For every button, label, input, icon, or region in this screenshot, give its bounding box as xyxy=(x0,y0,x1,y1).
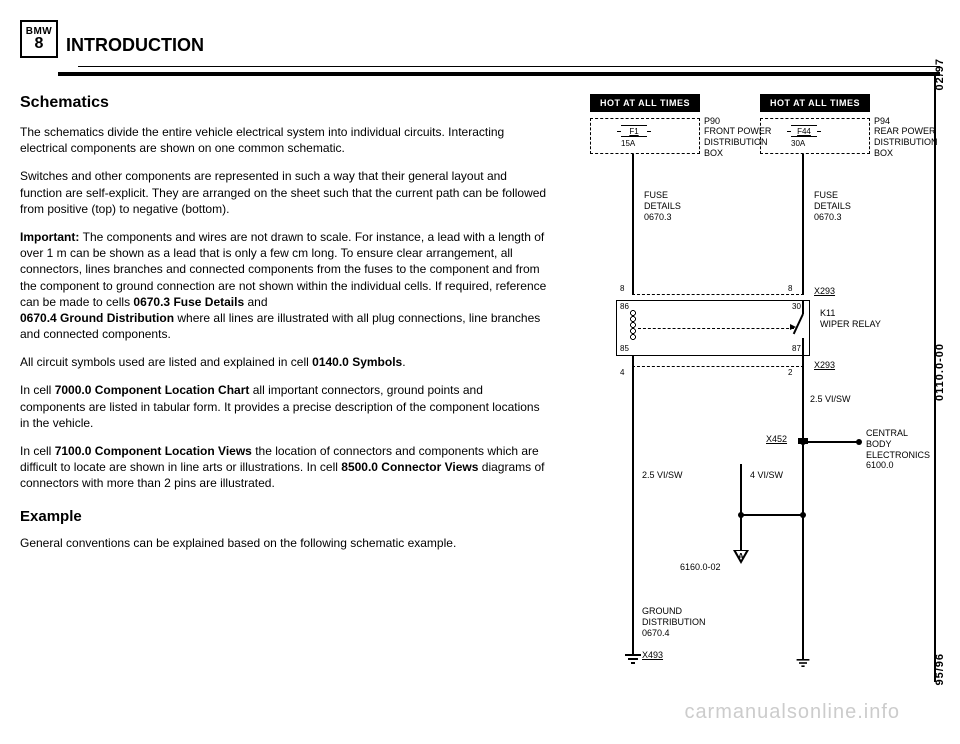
pin-4: 4 xyxy=(620,368,624,377)
schematic-diagram: HOT AT ALL TIMES HOT AT ALL TIMES F1 15A… xyxy=(580,94,910,674)
side-index: 02/97 0110.0-00 95/96 xyxy=(924,24,946,720)
para-5: In cell 7000.0 Component Location Chart … xyxy=(20,382,550,431)
wire-left-1 xyxy=(632,154,634,294)
fuse-details-right: FUSE DETAILS 0670.3 xyxy=(814,190,851,222)
ground-symbol-r xyxy=(797,659,810,667)
para-5-a: In cell xyxy=(20,383,55,397)
x452-label: X452 xyxy=(766,434,787,445)
node-merge-l xyxy=(738,512,744,518)
section-title: Schematics xyxy=(20,94,550,112)
relay-dash xyxy=(638,328,794,329)
ref-symbols: 0140.0 Symbols xyxy=(312,355,402,369)
para-1: The schematics divide the entire vehicle… xyxy=(20,124,550,156)
relay-sw-top xyxy=(802,300,804,314)
header: BMW 8 INTRODUCTION xyxy=(20,24,940,58)
bus-top xyxy=(632,294,804,295)
ground-dist-label: GROUND DISTRIBUTION 0670.4 xyxy=(642,606,706,638)
side-year: 95/96 xyxy=(934,653,946,686)
rule-thick xyxy=(58,72,940,76)
tri-ref: 6160.0-02 xyxy=(680,562,721,573)
wsize-mid: 4 VI/SW xyxy=(750,470,783,481)
pin-30: 30 xyxy=(792,302,801,311)
pin-8: 8 xyxy=(620,284,624,293)
side-date: 02/97 xyxy=(934,58,946,91)
text-column: Schematics The schematics divide the ent… xyxy=(20,94,550,563)
fuse-f1: F1 xyxy=(621,125,647,137)
para-4-a: All circuit symbols used are listed and … xyxy=(20,355,312,369)
bmw-logo: BMW 8 xyxy=(20,20,58,58)
relay-coil xyxy=(628,310,638,340)
stub-cbe xyxy=(803,441,859,443)
wsize-right: 2.5 VI/SW xyxy=(810,394,851,405)
ref-loc-views: 7100.0 Component Location Views xyxy=(55,444,252,458)
hot-label-right: HOT AT ALL TIMES xyxy=(760,94,870,112)
wire-mid xyxy=(740,464,742,550)
para-3-and: and xyxy=(247,295,267,309)
wire-left-2 xyxy=(632,356,634,656)
wire-right-3 xyxy=(802,444,804,514)
rule-thin xyxy=(78,66,940,67)
x493-label: X493 xyxy=(642,650,663,661)
cbe-label: CENTRALBODY ELECTRONICS6100.0 xyxy=(866,428,930,471)
logo-model: 8 xyxy=(35,36,44,52)
pin-2: 2 xyxy=(788,368,792,377)
fuse-details-left: FUSE DETAILS 0670.3 xyxy=(644,190,681,222)
arrow-a: A xyxy=(733,550,749,564)
wire-right-4 xyxy=(802,514,804,660)
para-7: General conventions can be explained bas… xyxy=(20,535,550,551)
pin-87: 87 xyxy=(792,344,801,353)
p90-box: F1 15A xyxy=(590,118,700,154)
relay-label: K11WIPER RELAY xyxy=(820,308,881,330)
para-6: In cell 7100.0 Component Location Views … xyxy=(20,443,550,492)
wire-right-1 xyxy=(802,154,804,294)
para-3-text: The components and wires are not drawn t… xyxy=(20,230,546,309)
fuse-f44: F44 xyxy=(791,125,817,137)
ref-fuse: 0670.3 Fuse Details xyxy=(133,295,244,309)
ref-loc-chart: 7000.0 Component Location Chart xyxy=(55,383,250,397)
pin-85: 85 xyxy=(620,344,629,353)
hot-label-left: HOT AT ALL TIMES xyxy=(590,94,700,112)
example-title: Example xyxy=(20,508,550,525)
relay-arrow xyxy=(790,324,796,330)
wsize-left: 2.5 VI/SW xyxy=(642,470,683,481)
ref-conn-views: 8500.0 Connector Views xyxy=(341,460,478,474)
important-label: Important: xyxy=(20,230,83,244)
para-2: Switches and other components are repres… xyxy=(20,168,550,217)
p94-box: F44 30A xyxy=(760,118,870,154)
merge-h xyxy=(740,514,804,516)
para-3: Important: The components and wires are … xyxy=(20,229,550,342)
x293-bot: X293 xyxy=(814,360,835,371)
para-6-a: In cell xyxy=(20,444,55,458)
side-page-code: 0110.0-00 xyxy=(934,343,946,401)
pin-8b: 8 xyxy=(788,284,792,293)
fuse-f1-amp: 15A xyxy=(621,139,635,149)
bus-bot xyxy=(632,366,804,367)
x293-top: X293 xyxy=(814,286,835,297)
para-4: All circuit symbols used are listed and … xyxy=(20,354,550,370)
ground-symbol xyxy=(625,654,641,664)
watermark: carmanualsonline.info xyxy=(684,701,900,724)
relay-sw-bot xyxy=(802,338,804,356)
node-cbe xyxy=(856,439,862,445)
ref-ground: 0670.4 Ground Distribution xyxy=(20,311,174,325)
fuse-f44-amp: 30A xyxy=(791,139,805,149)
chapter-title: INTRODUCTION xyxy=(66,35,204,56)
